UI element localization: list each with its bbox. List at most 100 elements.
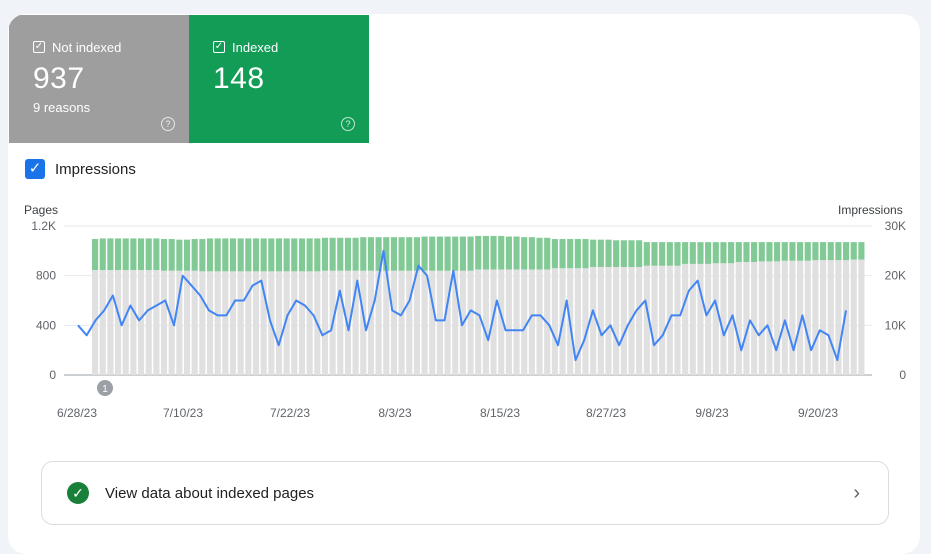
not-indexed-bar <box>490 269 497 375</box>
not-indexed-bar <box>436 270 443 375</box>
not-indexed-bar <box>467 270 474 375</box>
indexed-bar <box>390 237 398 271</box>
indexed-bar <box>452 236 459 271</box>
not-indexed-bar <box>122 270 129 375</box>
x-tick-label: 7/10/23 <box>163 406 203 420</box>
x-tick-label: 9/8/23 <box>695 406 729 420</box>
indexed-bar <box>191 239 198 271</box>
indexed-card[interactable]: ✓ Indexed 148 ? <box>189 15 369 143</box>
indexed-bar <box>413 237 420 271</box>
not-indexed-bar <box>835 260 842 375</box>
not-indexed-bar <box>597 266 604 375</box>
not-indexed-bar <box>206 271 214 375</box>
indexed-bar <box>291 238 298 272</box>
indexed-bar <box>130 238 137 271</box>
not-indexed-card[interactable]: ✓ Not indexed 937 9 reasons ? <box>9 15 189 143</box>
indexed-bar <box>268 238 275 272</box>
help-circle-icon[interactable]: ? <box>161 117 175 131</box>
not-indexed-bar <box>260 271 267 375</box>
indexed-bar <box>160 239 168 271</box>
page-indexing-panel: ✓ Not indexed 937 9 reasons ? ✓ Indexed … <box>8 14 920 554</box>
indexed-bar <box>245 238 252 272</box>
not-indexed-bar <box>237 271 244 375</box>
indexed-bar <box>490 235 497 270</box>
chevron-right-icon: › <box>853 482 860 504</box>
impressions-label: Impressions <box>55 160 136 178</box>
indexed-bar <box>444 236 451 271</box>
indexed-bar <box>306 238 313 272</box>
indexed-bar <box>107 238 114 271</box>
indexed-bar <box>206 238 214 272</box>
indexed-bar <box>459 236 466 271</box>
not-indexed-bar <box>636 266 643 375</box>
indexed-bar <box>398 237 405 271</box>
left-tick-label: 400 <box>36 318 56 332</box>
not-indexed-bar <box>528 269 535 375</box>
not-indexed-bar <box>398 270 405 375</box>
indexed-bar <box>766 242 773 262</box>
indexed-bar <box>590 239 597 267</box>
indexed-bar <box>498 235 505 270</box>
not-indexed-bar <box>130 270 137 375</box>
indexed-bar <box>475 235 482 270</box>
not-indexed-bar <box>360 270 367 375</box>
not-indexed-bar <box>774 261 781 375</box>
indexed-bar <box>482 235 489 270</box>
indexed-bar <box>429 236 436 271</box>
not-indexed-bar <box>406 270 413 375</box>
indexed-bar <box>797 242 804 261</box>
indexed-bar <box>298 238 306 272</box>
right-tick-label: 0 <box>899 368 906 382</box>
indexed-bar <box>260 238 267 272</box>
x-tick-label: 7/22/23 <box>270 406 310 420</box>
not-indexed-bar <box>482 269 489 375</box>
not-indexed-bar <box>505 269 512 375</box>
indexed-count: 148 <box>213 62 265 95</box>
indexed-bar <box>436 236 443 271</box>
indexed-bar <box>352 237 359 271</box>
not-indexed-bar <box>145 270 152 375</box>
indexed-bar <box>329 237 336 271</box>
indexed-bar <box>827 242 834 261</box>
not-indexed-bar <box>766 261 773 375</box>
not-indexed-bar <box>720 263 727 375</box>
view-indexed-pages-label: View data about indexed pages <box>105 484 315 502</box>
indexed-bar <box>153 238 160 271</box>
indexed-bar <box>789 242 796 261</box>
indexed-bar <box>252 238 260 272</box>
indexed-bar <box>620 240 627 267</box>
indexed-label: Indexed <box>232 39 279 55</box>
indexed-bar <box>421 236 428 271</box>
not-indexed-bar <box>214 271 221 375</box>
not-indexed-bar <box>168 270 175 375</box>
not-indexed-bar <box>735 262 742 375</box>
not-indexed-checkbox[interactable]: ✓ <box>33 41 45 53</box>
not-indexed-bar <box>797 260 804 375</box>
not-indexed-bar <box>114 270 122 375</box>
not-indexed-bar <box>413 270 420 375</box>
indexed-bar <box>199 239 206 272</box>
not-indexed-bar <box>191 270 198 375</box>
indexed-bar <box>383 237 390 271</box>
indexed-bar <box>666 242 673 266</box>
indexed-bar <box>651 242 658 266</box>
check-circle-icon: ✓ <box>67 482 89 504</box>
help-circle-icon[interactable]: ? <box>341 117 355 131</box>
impressions-checkbox[interactable]: ✓ <box>25 159 45 179</box>
indexed-bar <box>743 242 750 263</box>
indexed-bar <box>636 240 643 267</box>
impressions-toggle[interactable]: ✓ Impressions <box>25 159 136 179</box>
indexed-bar <box>122 238 129 271</box>
indexed-checkbox[interactable]: ✓ <box>213 41 225 53</box>
not-indexed-bar <box>367 270 375 375</box>
indexed-bar <box>99 238 106 271</box>
indexed-bar <box>597 239 604 267</box>
view-indexed-pages-link[interactable]: ✓ View data about indexed pages › <box>41 461 889 525</box>
not-indexed-bar <box>283 271 290 375</box>
impressions-line <box>77 249 847 362</box>
indexed-bar <box>275 238 283 272</box>
indexed-bar <box>314 238 321 272</box>
not-indexed-bar <box>153 270 160 375</box>
indexed-bar <box>720 242 727 264</box>
not-indexed-bar <box>620 266 627 375</box>
